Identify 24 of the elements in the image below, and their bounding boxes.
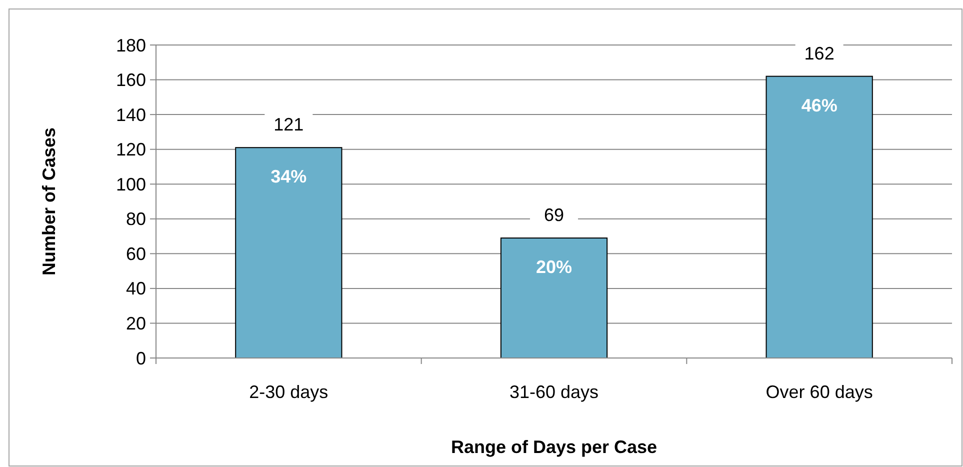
x-tick-label: 2-30 days bbox=[249, 382, 328, 402]
y-tick-label: 60 bbox=[126, 244, 146, 264]
annotation: 34% bbox=[270, 166, 307, 187]
y-tick-label: 40 bbox=[126, 278, 146, 299]
y-tick-label: 160 bbox=[116, 70, 146, 90]
bar bbox=[235, 147, 342, 358]
data-label: 121 bbox=[274, 114, 304, 135]
y-tick-label: 80 bbox=[126, 209, 146, 230]
annotation: 20% bbox=[536, 257, 572, 278]
x-tick-label: Over 60 days bbox=[766, 382, 873, 402]
y-axis-title: Number of Cases bbox=[39, 127, 59, 276]
bar bbox=[766, 76, 873, 358]
data-label: 69 bbox=[544, 205, 564, 226]
x-axis-title: Range of Days per Case bbox=[450, 437, 658, 457]
x-tick-label: 31-60 days bbox=[509, 382, 599, 402]
y-tick-label: 100 bbox=[116, 174, 146, 194]
y-tick-label: 180 bbox=[116, 35, 146, 56]
data-label: 162 bbox=[804, 43, 834, 64]
y-tick-label: 140 bbox=[116, 104, 146, 125]
y-tick-label: 20 bbox=[126, 314, 146, 334]
annotation: 46% bbox=[801, 95, 838, 116]
y-tick-label: 120 bbox=[116, 140, 146, 160]
y-tick-label: 0 bbox=[136, 348, 146, 368]
bar bbox=[500, 238, 608, 358]
